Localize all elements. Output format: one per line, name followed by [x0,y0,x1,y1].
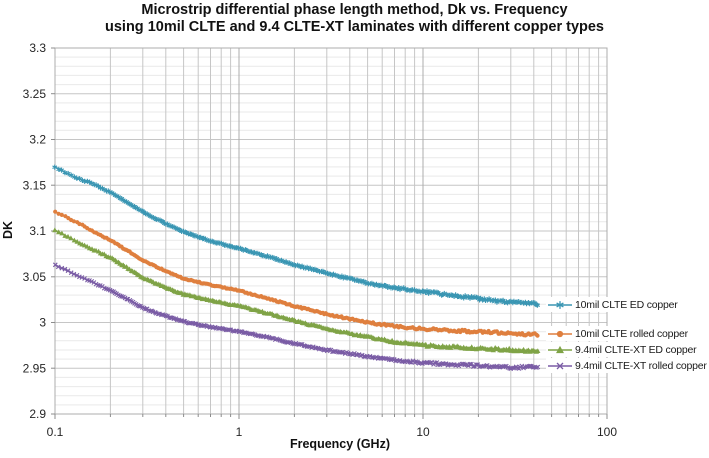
chart-title-line2: using 10mil CLTE and 9.4 CLTE-XT laminat… [105,19,604,35]
y-tick-label: 3.25 [23,87,47,101]
axis-ticks [51,47,608,419]
series-x [52,262,541,372]
series-circle [53,209,540,338]
x-tick-labels: 0.1 1 10 100 [47,425,618,439]
x-tick-label: 0.1 [47,425,64,439]
y-tick-label: 2.9 [29,407,46,421]
y-tick-label: 3.15 [23,178,47,192]
x-axis-title: Frequency (GHz) [289,437,390,451]
y-tick-label: 3 [39,316,46,330]
y-tick-label: 3.2 [29,133,46,147]
y-tick-label: 3.1 [29,224,46,238]
x-tick-label: 100 [597,425,617,439]
series-asterisk [52,164,541,308]
chart-title-line1: Microstrip differential phase length met… [141,2,568,18]
x-tick-label: 10 [416,425,430,439]
y-axis-title: DK [1,220,15,240]
y-tick-label: 3.05 [23,270,47,284]
x-tick-label: 1 [236,425,243,439]
y-tick-label: 2.95 [23,361,47,375]
y-tick-label: 3.3 [29,41,46,55]
series-triangle [52,227,541,354]
y-tick-labels: 3.3 3.25 3.2 3.15 3.1 3.05 3 2.95 2.9 [23,41,47,421]
